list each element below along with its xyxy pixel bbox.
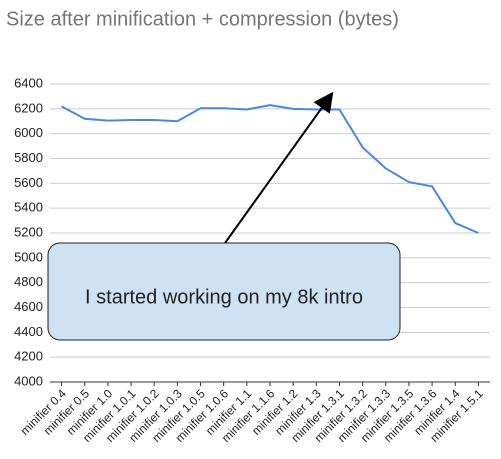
grid: 4000 4200 4400 4600 4800 5000 5200 5400 5600 5800…	[14, 75, 490, 388]
y-tick-label: 5400	[14, 200, 43, 215]
y-tick-label: 4800	[14, 274, 43, 289]
y-tick-label: 4600	[14, 299, 43, 314]
y-tick-label: 5000	[14, 249, 43, 264]
y-tick-label: 6200	[14, 100, 43, 115]
y-tick-label: 5200	[14, 224, 43, 239]
y-tick-label: 4200	[14, 349, 43, 364]
y-tick-label: 5800	[14, 150, 43, 165]
annotation-text: I started working on my 8k intro	[85, 286, 363, 308]
y-tick-label: 6000	[14, 125, 43, 140]
chart-title: Size after minification + compression (b…	[6, 8, 399, 30]
y-tick-label: 5600	[14, 175, 43, 190]
y-tick-label: 4000	[14, 373, 43, 388]
y-tick-label: 4400	[14, 324, 43, 339]
annotation-arrow	[224, 91, 334, 244]
plot	[61, 104, 479, 234]
annotation-box	[47, 242, 401, 341]
y-tick-label: 6400	[14, 75, 43, 90]
series-line	[61, 104, 479, 234]
